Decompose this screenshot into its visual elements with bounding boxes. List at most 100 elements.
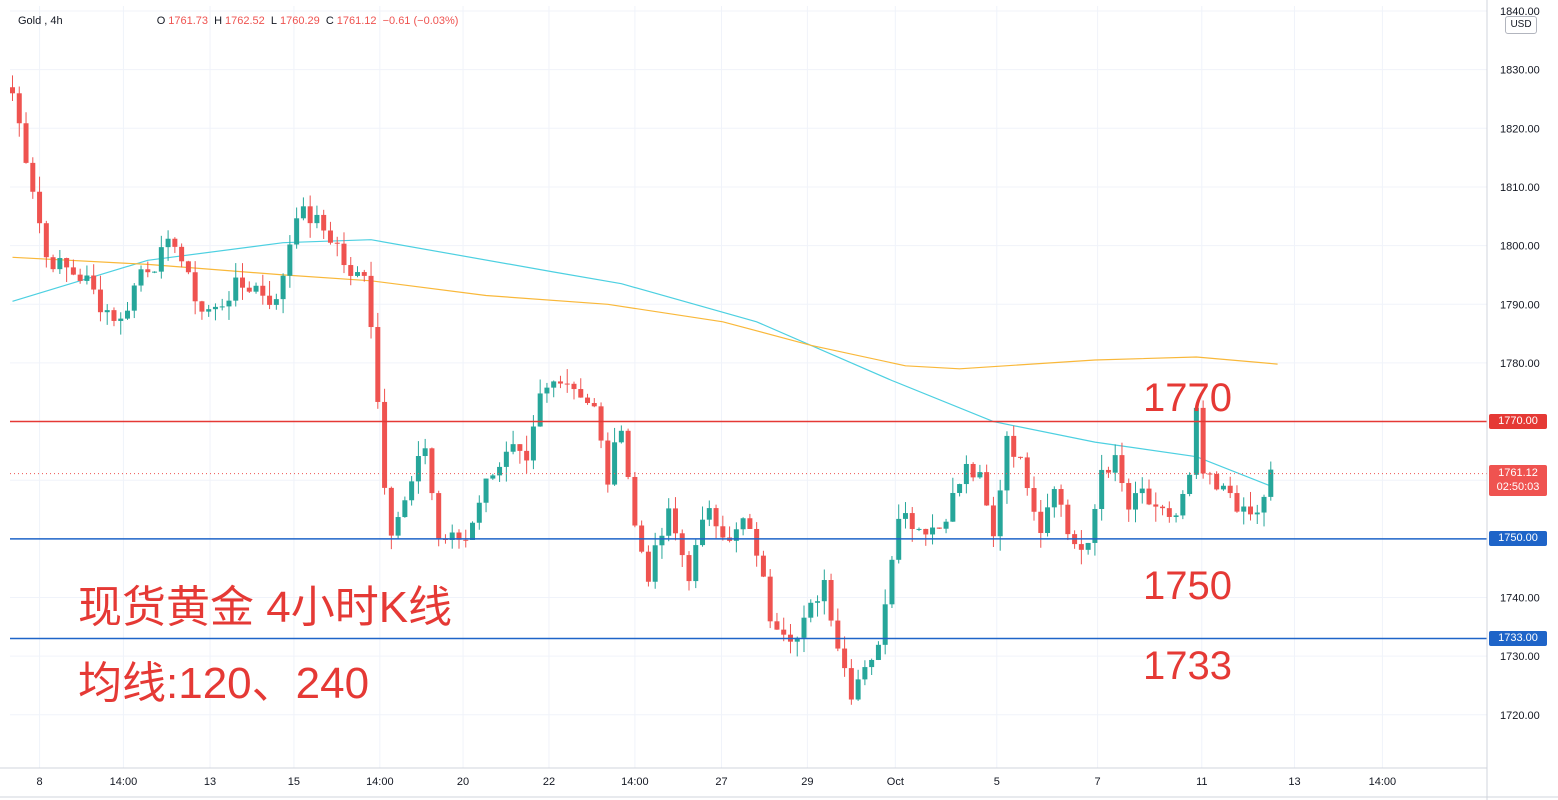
candle-body [361,272,367,276]
candle-body [382,401,388,488]
candle-body [923,528,929,535]
candle-body [10,87,15,94]
candle-body [1146,488,1152,505]
annotation-1770[interactable]: 1770 [1143,376,1232,420]
candle-body [571,383,577,390]
candle-body [1180,493,1186,516]
candle-body [990,505,996,537]
candle-body [138,269,144,286]
candle-body [909,513,915,530]
candle-body [152,271,158,273]
candles [10,75,1274,705]
symbol-name[interactable]: Gold [18,15,42,27]
candle-body [700,519,706,546]
candle-body [510,444,516,452]
candle-body [1153,504,1159,507]
candle-body [91,275,97,290]
candle-body [294,218,300,245]
candle-body [625,430,631,477]
candle-body [253,285,259,292]
candle-body [463,539,469,541]
candle-body [368,275,374,328]
horizontal-levels[interactable] [10,420,1487,640]
candle-body [1160,506,1166,509]
candle-body [977,472,983,478]
candle-body [1078,544,1084,550]
candle-body [544,387,550,394]
candle-body [273,299,279,305]
candle-body [456,532,462,540]
candle-body [470,522,476,540]
candle-body [591,403,597,407]
ma120-line [12,239,1272,487]
candle-body [476,502,482,523]
candle-body [889,559,895,605]
annotation-subtitle[interactable]: 均线:120、240 [78,659,370,708]
candle-body [267,295,273,305]
candle-body [402,500,408,518]
candle-body [1031,488,1037,512]
candle-body [1119,455,1125,484]
y-tick-label: 1740.00 [1500,593,1540,605]
last-price-value: 1761.12 [1498,467,1538,479]
candle-body [77,274,83,281]
y-tick-label: 1830.00 [1500,65,1540,77]
candle-body [747,518,753,529]
candle-body [212,306,218,310]
candle-body [794,637,800,642]
candle-body [1200,407,1206,474]
y-tick-label: 1730.00 [1500,651,1540,663]
candle-body [1092,508,1098,543]
candle-body [395,517,401,536]
y-tick-label: 1800.00 [1500,241,1540,253]
currency-badge[interactable]: USD [1505,16,1537,34]
candle-body [855,679,861,700]
candle-body [429,448,435,494]
candle-body [815,601,821,603]
candle-body [943,521,949,529]
candle-body [557,381,563,384]
x-tick-label: 20 [457,776,469,788]
candle-body [902,513,908,519]
candle-body [37,191,43,224]
annotation-1733[interactable]: 1733 [1143,644,1232,688]
candle-body [125,310,131,319]
candle-body [713,508,719,527]
candle-body [321,214,327,231]
x-tick-label: 13 [1288,776,1300,788]
candle-body [449,532,455,540]
candle-body [524,450,530,461]
candle-body [869,659,875,668]
x-tick-label: 14:00 [366,776,394,788]
candle-body [172,238,178,247]
close-value: 1761.12 [336,15,377,27]
open-value: 1761.73 [168,15,209,27]
candle-body [16,93,22,124]
candle-body [781,629,787,635]
x-tick-label: 8 [36,776,42,788]
candle-body [578,389,584,398]
candle-body [1214,473,1220,490]
candle-body [760,555,766,577]
annotation-title[interactable]: 现货黄金 4小时K线 [78,583,453,632]
x-tick-label: 14:00 [621,776,649,788]
candle-body [970,463,976,478]
candle-body [206,309,212,312]
annotation-1750[interactable]: 1750 [1143,564,1232,608]
candle-body [875,644,881,660]
candle-body [50,257,56,270]
y-tick-label: 1820.00 [1500,123,1540,135]
interval[interactable]: 4h [50,15,63,27]
candle-body [84,275,90,281]
x-tick-label: 7 [1095,776,1101,788]
candle-body [733,529,739,541]
price-tag-1733: 1733.00 [1489,631,1547,646]
candle-body [740,518,746,530]
candle-body [43,223,49,258]
candle-body [808,602,814,618]
candle-body [1045,507,1051,534]
candle-body [1166,508,1172,517]
candle-body [327,230,333,243]
candle-body [652,545,658,582]
